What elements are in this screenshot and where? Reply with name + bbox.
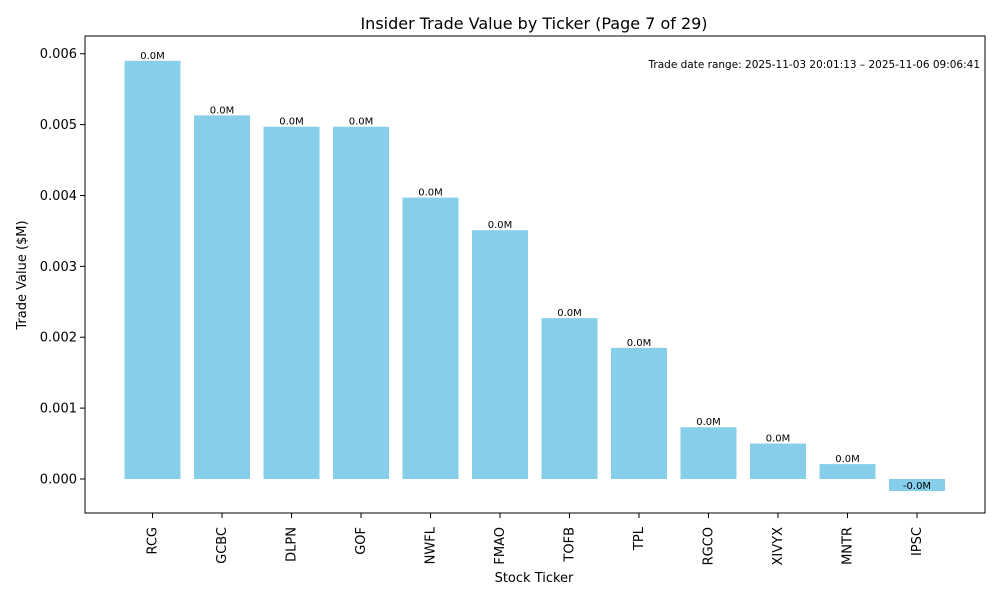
bar [819, 464, 876, 479]
y-tick-label: 0.004 [40, 189, 77, 204]
data-label: 0.0M [140, 51, 165, 62]
bar [680, 427, 737, 479]
data-label: 0.0M [627, 338, 652, 349]
x-tick-label: GCBC [215, 527, 230, 564]
data-label: 0.0M [696, 417, 721, 428]
plot-area: 0.000 0.001 0.002 0.003 0.004 0.005 0.006 0.0M… [40, 35, 986, 566]
y-axis: 0.000 0.001 0.002 0.003 0.004 0.005 0.006 [40, 47, 85, 487]
date-range-annotation: Trade date range: 2025-11-03 20:01:13 – … [648, 59, 980, 71]
data-label: 0.0M [488, 220, 513, 231]
x-tick-label: FMAO [493, 527, 508, 565]
x-tick-label: GOF [354, 527, 369, 555]
x-tick-label: TOFB [563, 527, 578, 563]
bar [889, 478, 945, 492]
data-label: 0.0M [349, 117, 374, 128]
x-tick-label: IPSC [910, 527, 925, 556]
x-tick-label: MNTR [841, 527, 856, 565]
x-tick-label: XIVYX [771, 527, 786, 566]
data-label: 0.0M [279, 117, 304, 128]
y-tick-label: 0.002 [40, 331, 77, 346]
bar [194, 115, 250, 479]
data-label: 0.0M [557, 308, 582, 319]
x-axis-label: Stock Ticker [495, 571, 574, 586]
y-tick-label: 0.006 [40, 47, 77, 62]
x-axis: RCG GCBC DLPN GOF NWFL FMAO TOFB TPL RGCO XIVYX MN… [146, 513, 925, 566]
bar [472, 230, 528, 479]
x-tick-label: RGCO [702, 527, 717, 565]
bar [402, 197, 459, 479]
y-axis-label: Trade Value ($M) [15, 220, 30, 330]
data-label: 0.0M [418, 188, 443, 199]
data-label: 0.0M [835, 454, 860, 465]
x-tick-label: NWFL [424, 526, 439, 564]
y-tick-label: 0.000 [40, 472, 77, 487]
bars: 0.0M 0.0M 0.0M 0.0M 0.0M 0.0M 0.0M 0.0M 0.0M 0.0M… [124, 51, 945, 492]
bar [750, 443, 806, 479]
data-label: -0.0M [903, 481, 931, 492]
plot-frame [84, 35, 986, 514]
bar [124, 60, 181, 479]
bar [263, 126, 320, 479]
bar [541, 318, 598, 479]
y-tick-label: 0.003 [40, 260, 77, 275]
data-label: 0.0M [210, 105, 235, 116]
bar [611, 347, 667, 479]
bar [333, 126, 389, 479]
chart-title: Insider Trade Value by Ticker (Page 7 of… [360, 14, 707, 33]
x-tick-label: TPL [632, 526, 647, 551]
y-tick-label: 0.005 [40, 118, 77, 133]
data-label: 0.0M [766, 434, 791, 445]
x-tick-label: DLPN [285, 527, 300, 562]
x-tick-label: RCG [146, 527, 161, 555]
y-tick-label: 0.001 [40, 402, 77, 417]
